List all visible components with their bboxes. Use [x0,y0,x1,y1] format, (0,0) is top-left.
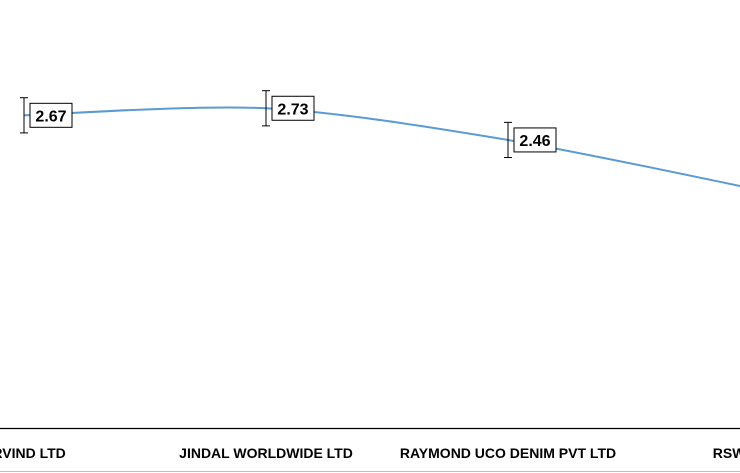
data-label-value: 2.67 [35,108,66,125]
data-label: 2.46 [513,127,557,153]
data-label-value: 2.46 [519,133,550,150]
error-bar [262,90,270,127]
data-label: 2.73 [271,95,315,121]
data-label-value: 2.73 [277,101,308,118]
x-tick-label: RSWM LTD [713,445,740,461]
data-label-box [271,95,315,121]
error-bar [504,121,512,159]
x-tick-label: JINDAL WORLDWIDE LTD [179,445,353,461]
x-tick-label: RAYMOND UCO DENIM PVT LTD [400,445,616,461]
plot-area: 2.67 2.73 2.46 [20,90,740,188]
x-tick-label: ARVIND LTD [0,445,66,461]
data-label: 2.67 [29,102,73,128]
x-axis-labels: ARVIND LTD JINDAL WORLDWIDE LTD RAYMOND UC… [0,445,740,461]
data-label-box [513,127,557,153]
error-bar [20,97,28,134]
series-line [23,106,740,188]
data-label-box [29,102,73,128]
